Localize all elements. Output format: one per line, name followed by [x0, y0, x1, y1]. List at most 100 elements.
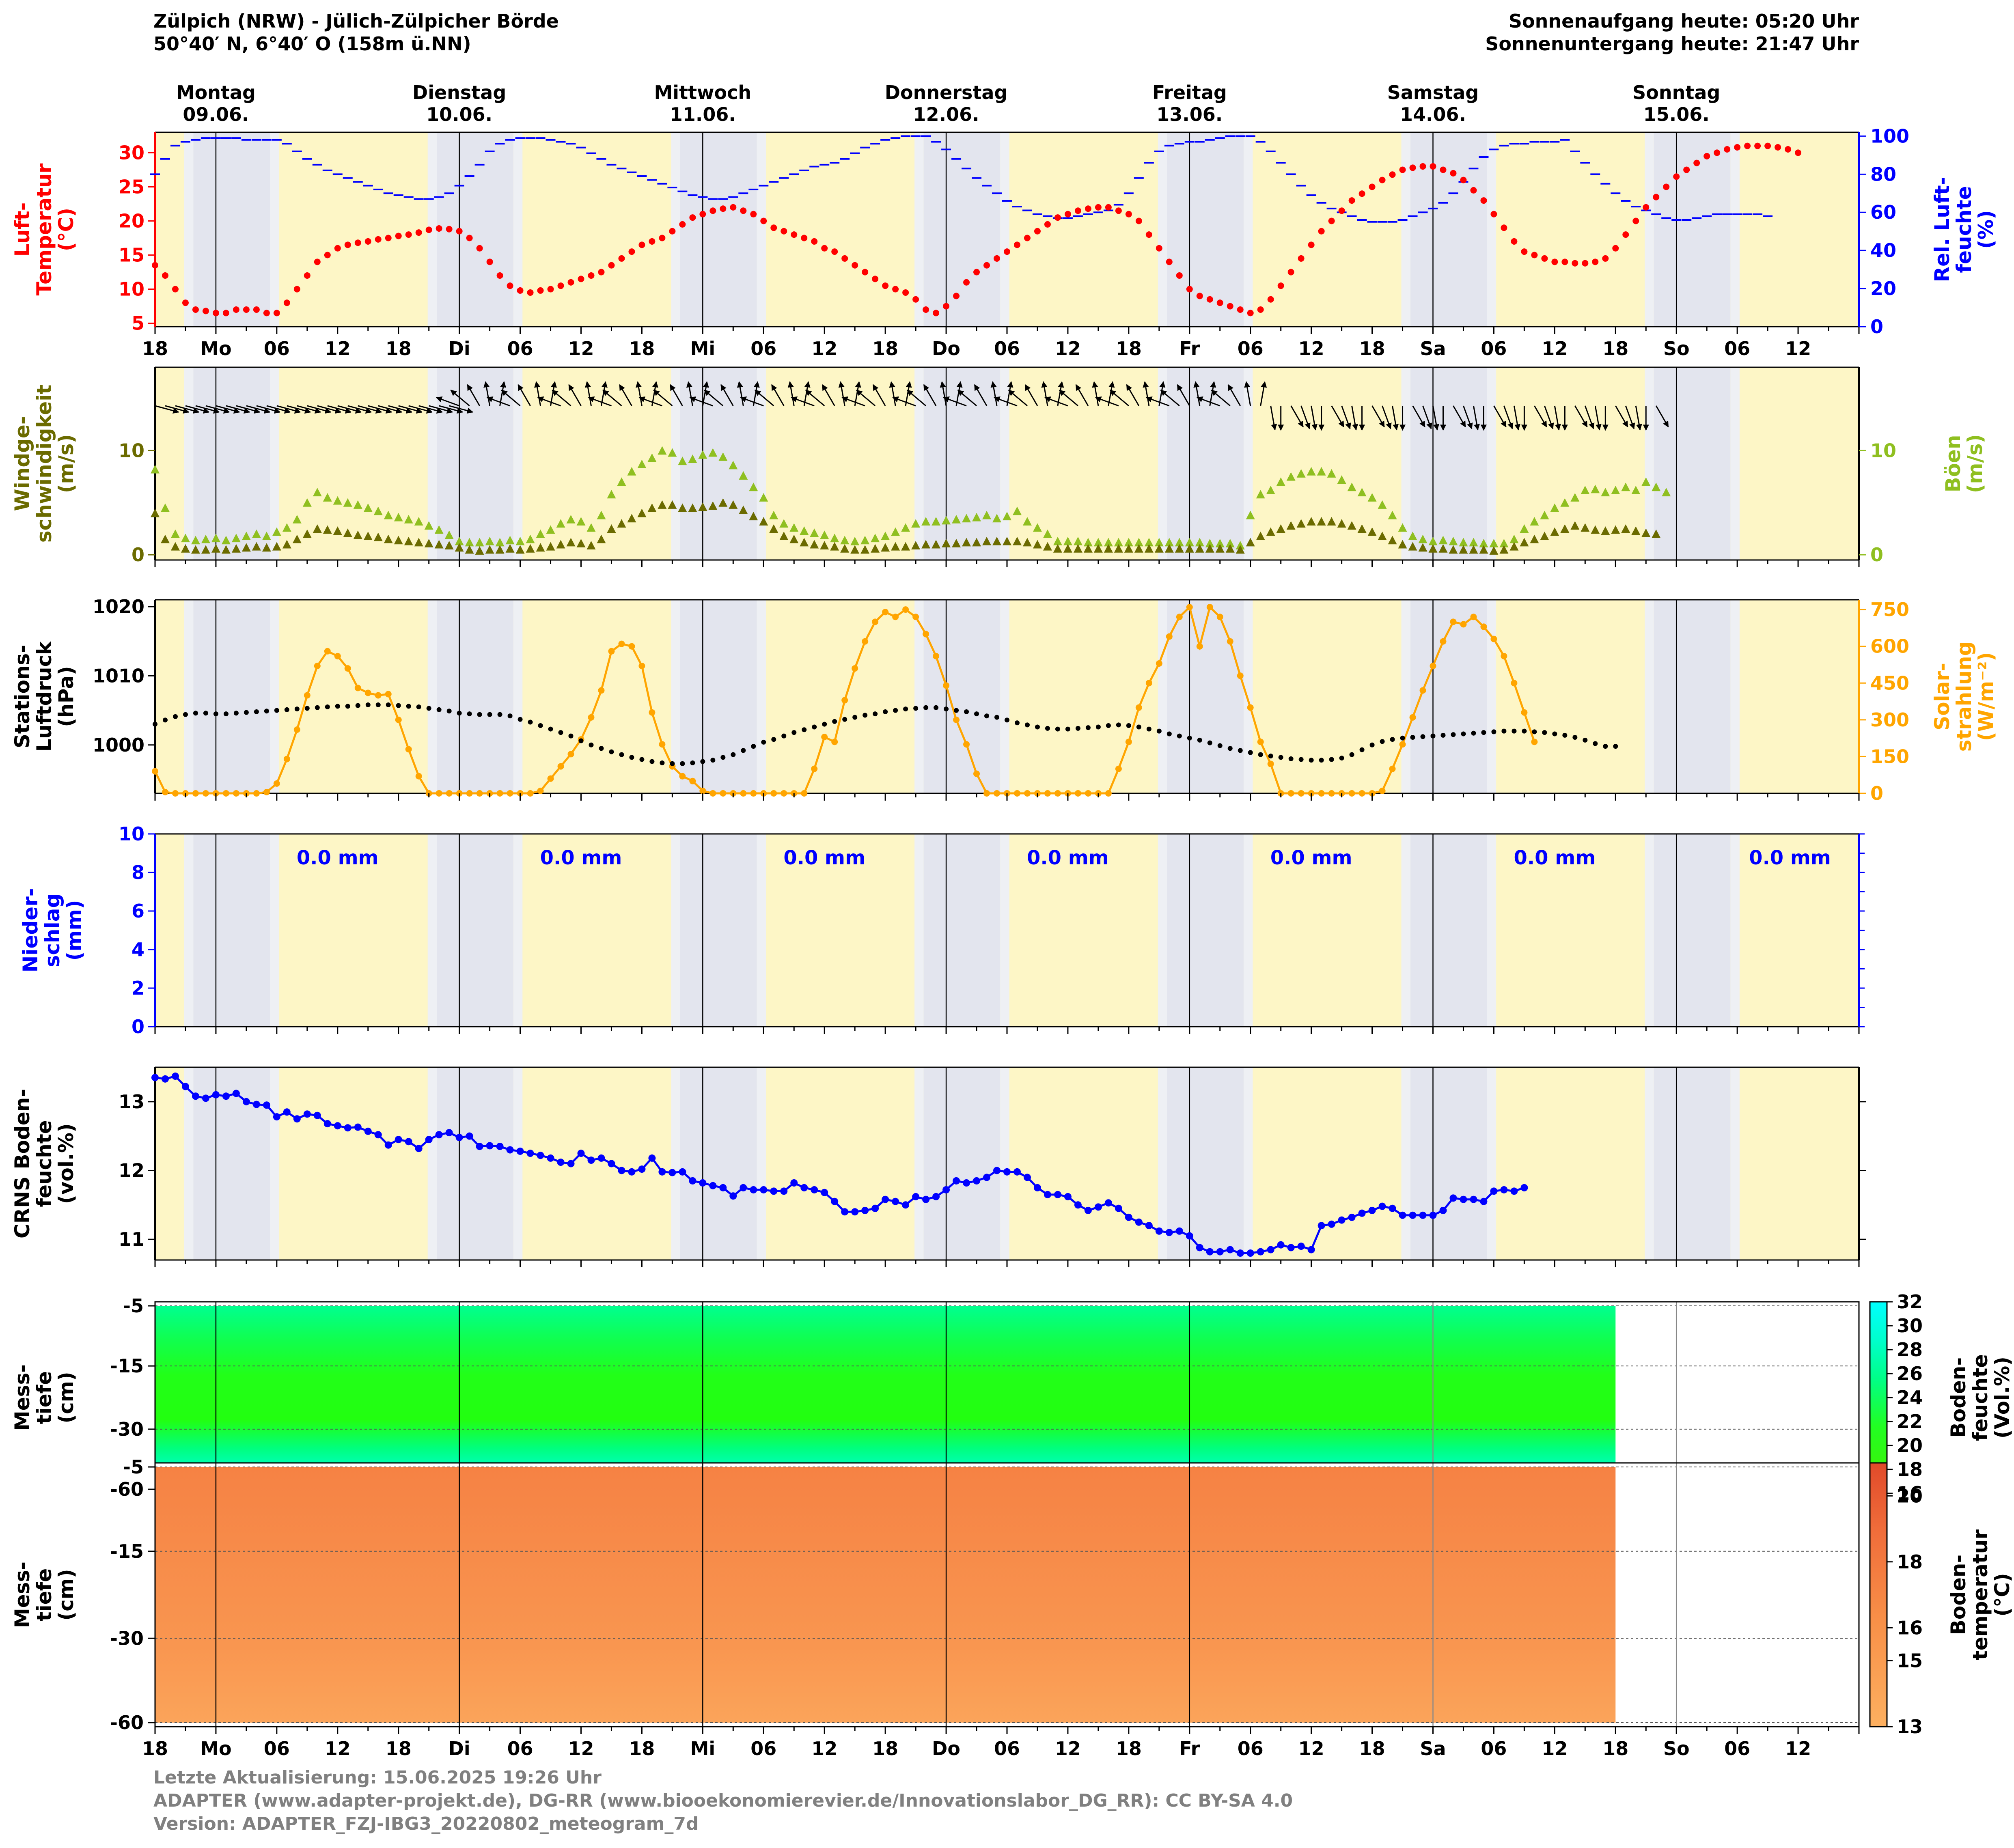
- temperature-point: [1653, 194, 1660, 200]
- pressure-point: [518, 717, 523, 722]
- radiation-point: [233, 790, 239, 797]
- pressure-point: [1420, 734, 1425, 739]
- pressure-point: [355, 703, 360, 708]
- wind-point: [891, 542, 900, 551]
- pressure-axis-label: Stations-Luftdruck(hPa): [11, 641, 78, 752]
- wind-point: [515, 545, 525, 554]
- wind-point: [373, 532, 383, 541]
- pressure-point: [639, 757, 645, 762]
- twilight-band: [1401, 600, 1411, 793]
- radiation-point: [770, 790, 777, 797]
- temperature-point: [841, 255, 848, 262]
- day-abbr-label: So: [1663, 1738, 1690, 1760]
- pressure-point: [984, 713, 990, 719]
- crns-point: [1104, 1199, 1112, 1207]
- gust-point: [1641, 477, 1651, 486]
- hour-label: 12: [1298, 338, 1324, 360]
- pressure-point: [670, 761, 675, 766]
- wind-direction-arrow: [518, 384, 531, 406]
- crns-axis-tick-label: 11: [119, 1228, 144, 1250]
- wind-point: [1083, 544, 1093, 553]
- wind-direction-arrow: [588, 396, 612, 407]
- temperature-point: [202, 308, 209, 314]
- pressure-point: [1572, 735, 1578, 740]
- gust-point: [1124, 538, 1133, 547]
- crns-point: [1470, 1195, 1477, 1203]
- gust-point: [444, 530, 454, 539]
- hour-label: 06: [507, 338, 533, 360]
- gust-point: [1662, 488, 1671, 497]
- wind-point: [992, 536, 1002, 545]
- night-band: [1167, 600, 1244, 793]
- pressure-point: [751, 744, 756, 749]
- pressure-point: [1440, 732, 1446, 738]
- twilight-band: [513, 600, 523, 793]
- temperature-point: [1277, 282, 1284, 289]
- twilight-band: [1243, 600, 1253, 793]
- crns-point: [405, 1138, 412, 1146]
- crns-point: [567, 1160, 575, 1167]
- daily-precip-total: 0.0 mm: [1514, 846, 1596, 869]
- radiation-point: [1318, 790, 1325, 797]
- gust-point: [455, 536, 464, 545]
- panel-soil-temperature: -5-15-30-60Mess-tiefe(cm)1315161820Boden…: [11, 1456, 2014, 1760]
- crns-point: [222, 1092, 230, 1100]
- wind-point: [282, 540, 291, 549]
- radiation-point: [872, 618, 879, 625]
- pressure-point: [842, 717, 847, 722]
- twilight-band: [1401, 1067, 1411, 1260]
- temperature-point: [466, 235, 473, 241]
- pressure-point: [1217, 743, 1223, 748]
- night-band: [1167, 367, 1244, 560]
- temperature-point: [476, 245, 483, 252]
- gust-point: [800, 526, 809, 535]
- temperature-point: [222, 310, 229, 317]
- twilight-band: [184, 367, 194, 560]
- night-band: [923, 1067, 1001, 1260]
- gust-point: [810, 528, 819, 537]
- gust-axis-label: Böen(m/s): [1941, 434, 1987, 493]
- night-band: [437, 600, 513, 793]
- crns-point: [435, 1131, 443, 1139]
- temperature-point: [446, 226, 453, 233]
- hour-label: 18: [142, 1738, 168, 1760]
- radiation-point: [557, 763, 564, 770]
- pressure-point: [1075, 726, 1080, 731]
- twilight-band: [427, 1067, 437, 1260]
- pressure-point: [994, 715, 1000, 720]
- radiation-point: [588, 714, 595, 721]
- pressure-point: [365, 702, 371, 707]
- crns-point: [608, 1160, 615, 1167]
- wind-point: [1043, 542, 1052, 551]
- twilight-band: [914, 367, 924, 560]
- crns-point: [1490, 1187, 1498, 1195]
- crns-point: [973, 1177, 981, 1185]
- wind-axis-label-line: (m/s): [54, 434, 78, 493]
- day-date: 13.06.: [1156, 103, 1223, 125]
- wind-point: [698, 502, 707, 511]
- temperature-point: [1582, 260, 1589, 267]
- wind-point: [1104, 544, 1113, 553]
- wind-point: [658, 500, 667, 509]
- temperature-axis-label-line: Temperatur: [32, 163, 56, 295]
- crns-point: [1480, 1198, 1488, 1205]
- pressure-point: [781, 733, 787, 739]
- crns-point: [1277, 1241, 1285, 1249]
- radiation-point: [364, 689, 371, 696]
- humidity-axis-label-line: feuchte: [1952, 186, 1976, 273]
- crns-point: [374, 1131, 382, 1139]
- temperature-point: [1724, 146, 1731, 153]
- crns-point: [1318, 1222, 1325, 1230]
- radiation-point: [831, 739, 838, 745]
- gust-point: [1367, 493, 1377, 502]
- temperature-point: [1541, 255, 1548, 262]
- temperature-axis-label-line: Luft-: [11, 202, 34, 257]
- wind-direction-arrow: [501, 390, 521, 407]
- wind-direction-arrow: [1503, 405, 1514, 429]
- temperature-point: [862, 269, 869, 276]
- twilight-band: [1730, 132, 1740, 327]
- temperature-point: [872, 276, 879, 282]
- gust-point: [1307, 467, 1316, 476]
- pressure-point: [1593, 741, 1598, 746]
- crns-point: [1115, 1204, 1122, 1212]
